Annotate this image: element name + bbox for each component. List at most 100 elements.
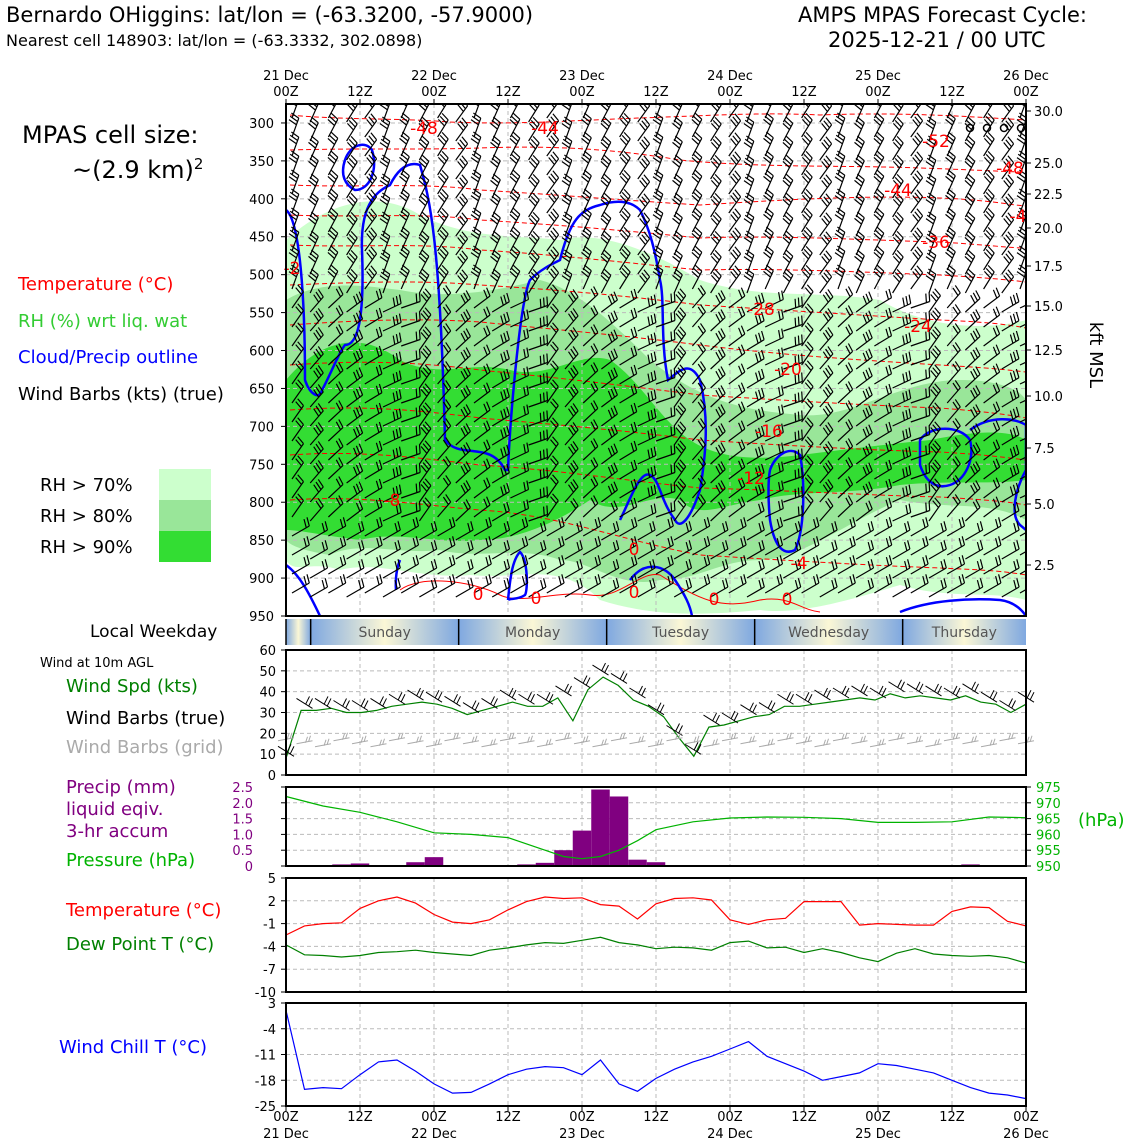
xs-wind-barb (401, 482, 421, 499)
wind-barb-true (536, 692, 554, 705)
xs-wind-barb (728, 517, 747, 537)
xs-wind-barb (364, 227, 378, 252)
xs-wind-barb (473, 439, 491, 461)
panel-ytick-label: -7 (263, 963, 276, 978)
xs-wind-barb (346, 135, 358, 161)
xs-wind-barb (455, 117, 469, 142)
wind-barb-true (370, 696, 387, 709)
xs-wind-barb (837, 324, 854, 347)
xs-wind-barb (946, 342, 961, 366)
xs-wind-barb (582, 104, 591, 119)
xs-wind-barb (528, 334, 549, 351)
xs-wind-barb (564, 308, 579, 332)
xs-wind-barb (691, 304, 706, 328)
xs-wind-barb (964, 192, 976, 218)
wind-barb-grid (832, 732, 850, 742)
xs-wind-barb (490, 249, 501, 275)
xs-wind-barb (401, 368, 421, 385)
xs-wind-barb (801, 169, 813, 195)
xs-wind-barb (764, 574, 784, 594)
xs-wind-barbs (288, 104, 1026, 598)
xs-wind-barb (455, 366, 471, 389)
xs-wind-barb (764, 555, 784, 575)
xs-wind-barb (418, 459, 432, 484)
xs-wind-barb (561, 116, 573, 142)
xs-wind-barb (308, 211, 319, 237)
xs-wind-barb (673, 364, 687, 389)
xs-wind-barb (619, 264, 631, 290)
wind-barb-true (814, 687, 831, 701)
xs-wind-barb (925, 154, 937, 180)
top-axis-date: 24 Dec (707, 69, 753, 84)
bottom-axis-hour: 12Z (791, 1110, 817, 1125)
xs-wind-barb (819, 521, 838, 541)
xs-wind-barb (288, 207, 300, 233)
xs-wind-barb (1001, 117, 1015, 142)
xs-wind-barb (437, 456, 452, 480)
xs-wind-barb (491, 330, 510, 351)
xs-wind-barb (564, 460, 579, 484)
xs-wind-barb (582, 324, 599, 347)
xs-wind-barb (637, 332, 657, 351)
xs-wind-barb (764, 442, 784, 461)
xs-wind-barb (510, 555, 529, 575)
xs-wind-barb (309, 578, 329, 598)
xs-wind-barb (910, 574, 929, 594)
wind-barb-grid (536, 738, 554, 748)
temp-contour-5 (289, 244, 1026, 283)
xs-wind-barb (491, 387, 510, 408)
panel-ytick-label: 30 (259, 707, 276, 722)
xs-wind-barb (382, 351, 402, 370)
precip-bar (406, 862, 425, 866)
xs-wind-barb (819, 327, 834, 351)
xs-wind-barb (964, 309, 981, 332)
xs-wind-barb (379, 249, 391, 275)
temp-contour-6 (289, 281, 1026, 329)
temp-contour-8 (289, 361, 1026, 419)
xs-wind-barb (928, 559, 947, 579)
xs-wind-barb (655, 482, 676, 499)
xs-wind-barb (327, 207, 339, 233)
wind-barb-grid (684, 735, 702, 745)
xs-wind-barb (491, 540, 511, 560)
legend-rh90-swatch (159, 531, 211, 562)
xs-wind-barb (837, 104, 844, 119)
xs-wind-barb (418, 154, 430, 180)
xs-wind-barb (637, 193, 651, 218)
xs-wind-barb (600, 116, 612, 142)
panel-ytick-label: -25 (255, 1100, 276, 1115)
xs-wind-barb (783, 540, 802, 560)
xs-wind-barb (728, 439, 746, 461)
xs-wind-barb (401, 292, 421, 309)
xs-wind-barb (710, 499, 726, 522)
bottom-axis-date: 26 Dec (1003, 1127, 1049, 1140)
xs-wind-barb (928, 497, 941, 522)
xs-wind-barb (964, 461, 981, 484)
xs-wind-barb (946, 517, 966, 537)
temp-contour-label: -52 (922, 132, 950, 152)
xs-wind-barb (763, 264, 774, 290)
wind-barb-grid (499, 732, 517, 742)
xs-wind-barb (743, 154, 755, 180)
xs-wind-barb (382, 427, 402, 446)
xs-wind-barb (691, 285, 706, 309)
xs-wind-barb (728, 477, 746, 499)
xs-wind-barb (925, 249, 937, 275)
xs-wind-barb (652, 226, 664, 252)
wind-title: Wind at 10m AGL (40, 656, 154, 671)
xs-wind-barb (418, 383, 432, 408)
xs-wind-barb (399, 112, 410, 138)
xs-wind-barb (691, 131, 703, 157)
xs-wind-barb (801, 104, 812, 119)
xs-wind-barb (673, 307, 687, 332)
xs-wind-barb (291, 417, 304, 442)
xs-ytick-label: 450 (249, 231, 274, 246)
xs-wind-barb (601, 559, 620, 579)
panel-ytick-label: -4 (263, 1023, 276, 1038)
xs-wind-barb (582, 286, 599, 309)
xs-wind-barb (892, 484, 912, 503)
xs-wind-barb (925, 173, 937, 199)
xs-wind-barb (925, 135, 937, 161)
bottom-axis-date: 25 Dec (855, 1127, 901, 1140)
xs-wind-barb (510, 517, 529, 537)
